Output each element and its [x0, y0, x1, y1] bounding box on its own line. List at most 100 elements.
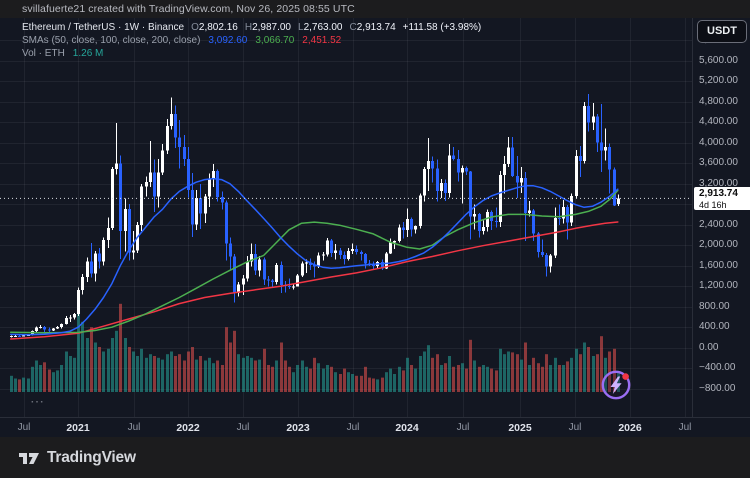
- volume-bar: [187, 351, 190, 392]
- volume-bar: [69, 356, 72, 392]
- candle-body: [419, 195, 422, 227]
- volume-bar: [461, 363, 464, 392]
- candle-body: [562, 206, 565, 219]
- change-value: +111.58 (+3.98%): [402, 22, 482, 33]
- candle-body: [178, 137, 181, 147]
- volume-bar: [351, 374, 354, 392]
- volume-bar: [423, 351, 426, 392]
- time-tick-label: Jul: [127, 422, 141, 433]
- candle-body: [275, 264, 278, 283]
- candle-body: [233, 256, 236, 293]
- chart-legend: Ethereum / TetherUS · 1W · Binance O2,802…: [22, 21, 481, 60]
- volume-bar: [191, 347, 194, 392]
- volume-bar: [393, 374, 396, 392]
- candle-body: [199, 197, 202, 214]
- candle-body: [229, 243, 232, 257]
- time-tick-label: Jul: [678, 422, 692, 433]
- candle-body: [507, 147, 510, 165]
- candle-body: [208, 179, 211, 197]
- time-tick-label: Jul: [17, 422, 31, 433]
- volume-bar: [444, 363, 447, 392]
- price-tick-label: 400.00: [699, 321, 730, 333]
- current-price-value: 2,913.74: [699, 187, 738, 199]
- tradingview-logo[interactable]: TradingView: [18, 446, 136, 470]
- candle-body: [330, 240, 333, 253]
- volume-bar: [271, 366, 274, 392]
- sma-indicator-label: SMAs (50, close, 100, close, 200, close): [22, 35, 201, 46]
- candle-body: [90, 261, 93, 274]
- volume-bar: [136, 356, 139, 392]
- volume-bar: [258, 359, 261, 392]
- volume-bar: [334, 372, 337, 392]
- legend-symbol-row[interactable]: Ethereum / TetherUS · 1W · Binance O2,802…: [22, 21, 481, 34]
- candle-body: [381, 262, 384, 269]
- flash-promo-button[interactable]: [599, 368, 633, 402]
- candle-body: [128, 208, 131, 253]
- volume-bar: [579, 354, 582, 392]
- candle-body: [566, 206, 569, 223]
- volume-bar: [587, 347, 590, 392]
- volume-bar: [486, 366, 489, 392]
- volume-bar: [149, 354, 152, 392]
- volume-bar: [174, 356, 177, 392]
- candle-body: [528, 210, 531, 213]
- candle-body: [343, 255, 346, 260]
- volume-bar: [128, 347, 131, 392]
- volume-bar: [376, 379, 379, 392]
- volume-bar: [115, 330, 118, 392]
- candle-body: [385, 253, 388, 269]
- volume-bar: [280, 342, 283, 392]
- volume-bar: [608, 351, 611, 392]
- volume-bar: [604, 357, 607, 392]
- price-tick-label: 2,400.00: [699, 218, 738, 230]
- pane-menu-ellipsis[interactable]: ⋯: [30, 393, 45, 409]
- attribution-text: svillafuerte21 created with TradingView.…: [22, 3, 355, 15]
- volume-bar: [157, 357, 160, 392]
- volume-bar: [225, 327, 228, 392]
- volume-bar: [524, 342, 527, 392]
- candle-body: [452, 155, 455, 160]
- candle-body: [81, 276, 84, 291]
- legend-volume-row[interactable]: Vol · ETH 1.26 M: [22, 47, 481, 60]
- ohlc-low-label: L: [298, 22, 304, 33]
- volume-bar: [490, 368, 493, 392]
- candle-body: [596, 116, 599, 143]
- candle-body: [351, 248, 354, 251]
- volume-bar: [39, 365, 42, 392]
- volume-bar: [237, 354, 240, 392]
- sma200-value: 2,451.52: [302, 35, 342, 46]
- time-tick-label: 2024: [395, 422, 419, 434]
- volume-bar: [313, 357, 316, 392]
- volume-bar: [301, 360, 304, 392]
- symbol-title: Ethereum / TetherUS · 1W · Binance: [22, 22, 185, 33]
- volume-bar: [372, 378, 375, 392]
- volume-bar: [436, 354, 439, 392]
- candle-body: [174, 114, 177, 138]
- candle-body: [43, 326, 46, 330]
- price-axis[interactable]: 6,000.005,600.005,200.004,800.004,400.00…: [692, 18, 750, 417]
- volume-bars: [10, 302, 620, 392]
- candle-body: [292, 286, 295, 288]
- time-axis[interactable]: Jul 2021 Jul 2022 Jul 2023 Jul 2024 Jul 2025 Jul 20…: [0, 417, 750, 438]
- currency-toggle-button[interactable]: USDT: [697, 20, 747, 43]
- bar-countdown: 4d 16h: [699, 199, 727, 210]
- volume-bar: [166, 354, 169, 392]
- candle-body: [254, 253, 257, 271]
- legend-sma-row[interactable]: SMAs (50, close, 100, close, 200, close)…: [22, 34, 481, 47]
- candle-body: [360, 251, 363, 254]
- candle-body: [427, 161, 430, 169]
- time-tick-label: Jul: [346, 422, 360, 433]
- volume-bar: [566, 361, 569, 392]
- volume-bar: [545, 354, 548, 392]
- candle-body: [296, 275, 299, 287]
- ohlc-close-value: 2,913.74: [356, 22, 396, 33]
- candle-body: [225, 202, 228, 244]
- candle-body: [267, 279, 270, 281]
- volume-bar: [153, 356, 156, 392]
- candle-body: [461, 168, 464, 173]
- time-tick-label: 2023: [286, 422, 310, 434]
- tradingview-brand-text: TradingView: [47, 449, 136, 466]
- volume-bar: [183, 360, 186, 392]
- candle-body: [457, 159, 460, 173]
